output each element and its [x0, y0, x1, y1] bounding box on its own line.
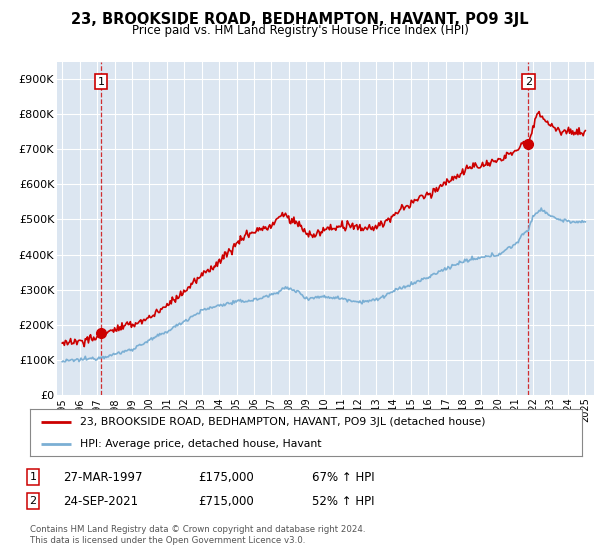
- Text: 2: 2: [525, 77, 532, 87]
- Text: HPI: Average price, detached house, Havant: HPI: Average price, detached house, Hava…: [80, 438, 321, 449]
- Text: 52% ↑ HPI: 52% ↑ HPI: [312, 494, 374, 508]
- Text: 23, BROOKSIDE ROAD, BEDHAMPTON, HAVANT, PO9 3JL (detached house): 23, BROOKSIDE ROAD, BEDHAMPTON, HAVANT, …: [80, 417, 485, 427]
- Text: Price paid vs. HM Land Registry's House Price Index (HPI): Price paid vs. HM Land Registry's House …: [131, 24, 469, 37]
- Text: 24-SEP-2021: 24-SEP-2021: [63, 494, 138, 508]
- Text: Contains HM Land Registry data © Crown copyright and database right 2024.
This d: Contains HM Land Registry data © Crown c…: [30, 525, 365, 545]
- Text: £175,000: £175,000: [198, 470, 254, 484]
- Text: 2: 2: [29, 496, 37, 506]
- Text: 23, BROOKSIDE ROAD, BEDHAMPTON, HAVANT, PO9 3JL: 23, BROOKSIDE ROAD, BEDHAMPTON, HAVANT, …: [71, 12, 529, 27]
- Text: 67% ↑ HPI: 67% ↑ HPI: [312, 470, 374, 484]
- Text: 1: 1: [29, 472, 37, 482]
- Text: 27-MAR-1997: 27-MAR-1997: [63, 470, 143, 484]
- Text: 1: 1: [98, 77, 104, 87]
- Text: £715,000: £715,000: [198, 494, 254, 508]
